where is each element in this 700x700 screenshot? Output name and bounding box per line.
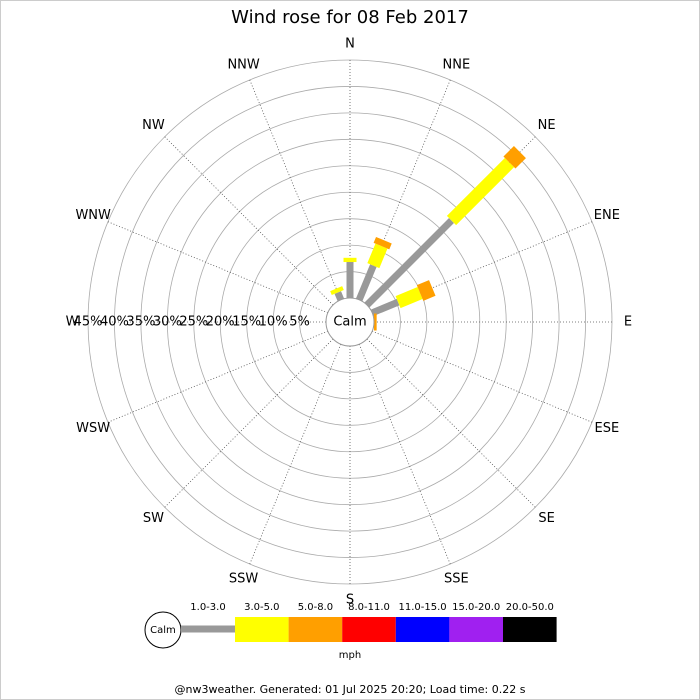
r-tick-label: 35% xyxy=(126,315,155,330)
grid-ring xyxy=(246,218,454,426)
direction-label: WSW xyxy=(76,421,110,436)
legend-unit: mph xyxy=(339,650,361,661)
wind-bar xyxy=(503,146,526,169)
grid-ring xyxy=(114,86,586,558)
legend-swatch xyxy=(235,617,289,642)
r-tick-label: 10% xyxy=(259,315,288,330)
direction-label: SSW xyxy=(229,571,259,586)
wind-bar xyxy=(334,291,345,302)
direction-line xyxy=(164,136,334,306)
wind-bar xyxy=(367,243,388,269)
grid-ring xyxy=(272,244,428,400)
direction-label: NNW xyxy=(227,58,259,73)
r-tick-label: 40% xyxy=(100,315,129,330)
wind-bar xyxy=(370,298,400,317)
direction-label: N xyxy=(345,37,355,52)
direction-label: SSE xyxy=(444,571,469,586)
direction-label: NNE xyxy=(443,58,471,73)
legend-swatch xyxy=(449,617,503,642)
legend-label: 11.0-15.0 xyxy=(399,602,447,613)
legend-swatch xyxy=(288,617,343,642)
calm-circle xyxy=(325,297,375,347)
direction-line xyxy=(358,344,451,565)
legend-label: 15.0-20.0 xyxy=(452,602,500,613)
legend-label: 20.0-50.0 xyxy=(506,602,554,613)
direction-label: S xyxy=(346,593,354,608)
direction-line xyxy=(164,338,334,508)
wind-bar xyxy=(416,280,436,301)
direction-label: E xyxy=(624,315,632,330)
legend-label: 8.0-11.0 xyxy=(348,602,390,613)
direction-line xyxy=(107,221,328,314)
grid-ring xyxy=(140,112,560,532)
r-tick-label: 30% xyxy=(153,315,182,330)
wind-bar xyxy=(364,218,454,308)
direction-line xyxy=(249,344,342,565)
direction-label: ENE xyxy=(594,208,620,223)
grid-ring xyxy=(166,138,534,506)
direction-line xyxy=(249,79,342,300)
footer: @nw3weather. Generated: 01 Jul 2025 20:2… xyxy=(175,683,526,696)
legend-calm-label: Calm xyxy=(150,625,176,636)
legend-label: 5.0-8.0 xyxy=(298,602,333,613)
legend-swatch xyxy=(503,617,557,642)
direction-label: NE xyxy=(538,118,556,133)
r-tick-label: 20% xyxy=(206,315,235,330)
r-tick-label: 45% xyxy=(74,315,103,330)
wind-bar xyxy=(373,236,392,250)
wind-bar xyxy=(446,157,515,226)
legend-label: 3.0-5.0 xyxy=(244,602,279,613)
r-tick-label: 5% xyxy=(289,315,310,330)
direction-label: WNW xyxy=(75,208,111,223)
chart-title: Wind rose for 08 Feb 2017 xyxy=(231,7,469,28)
direction-label: SW xyxy=(143,511,164,526)
legend-swatch xyxy=(395,617,450,642)
wind-bar xyxy=(330,286,344,295)
r-tick-label: 15% xyxy=(232,315,261,330)
calm-label: Calm xyxy=(333,315,366,330)
wind-bar xyxy=(355,264,377,302)
direction-label: SE xyxy=(538,511,554,526)
direction-line xyxy=(107,330,328,423)
legend-label: 1.0-3.0 xyxy=(190,602,225,613)
legend-swatch xyxy=(342,617,396,642)
direction-line xyxy=(366,338,536,508)
direction-label: ESE xyxy=(594,421,619,436)
wind-bar xyxy=(395,286,423,309)
direction-label: NW xyxy=(142,118,165,133)
direction-line xyxy=(372,330,593,423)
direction-label: W xyxy=(66,315,79,330)
r-tick-label: 25% xyxy=(179,315,208,330)
